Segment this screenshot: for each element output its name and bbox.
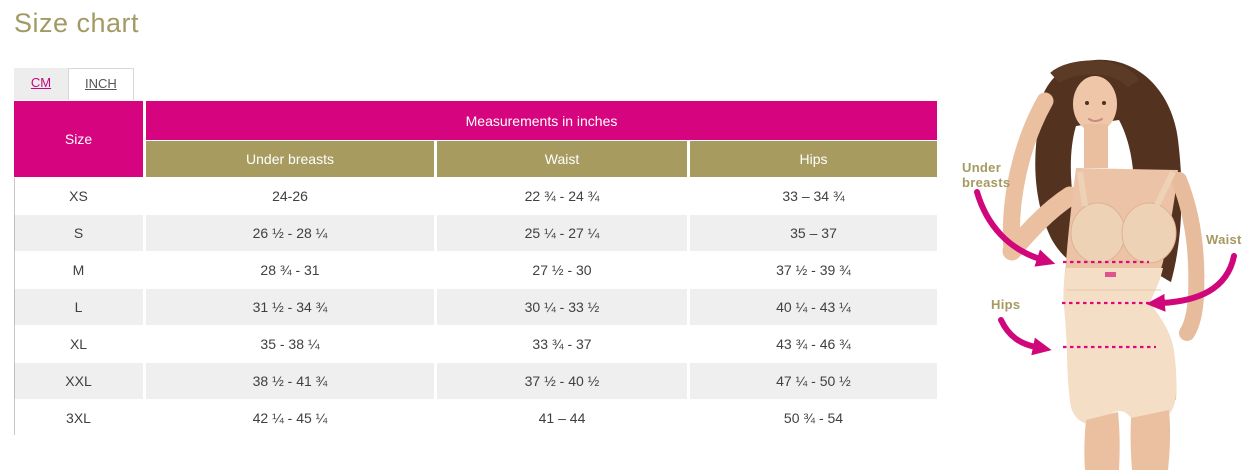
hips-cell: 47 ¼ - 50 ½ — [690, 363, 938, 399]
hips-cell: 37 ½ - 39 ¾ — [690, 252, 938, 288]
table-left-border — [14, 178, 15, 277]
unit-tabs: CM INCH — [14, 68, 134, 100]
size-cell: L — [14, 289, 143, 325]
size-cell: XS — [14, 178, 143, 214]
waist-cell: 37 ½ - 40 ½ — [437, 363, 687, 399]
hips-cell: 33 – 34 ¾ — [690, 178, 938, 214]
model-bra — [1070, 170, 1177, 264]
size-cell: XL — [14, 326, 143, 362]
waist-cell: 30 ¼ - 33 ½ — [437, 289, 687, 325]
tab-cm[interactable]: CM — [14, 68, 68, 100]
page-title: Size chart — [14, 8, 140, 38]
measurement-dotted-lines — [1062, 260, 1156, 349]
under-breasts-cell: 31 ½ - 34 ¾ — [146, 289, 434, 325]
size-cell: M — [14, 252, 143, 288]
measurement-figure: Under breasts Waist Hips — [935, 0, 1255, 472]
size-column-header: Size — [14, 101, 143, 177]
size-cell: XXL — [14, 363, 143, 399]
under-breasts-cell: 35 - 38 ¼ — [146, 326, 434, 362]
under-breasts-cell: 28 ¾ - 31 — [146, 252, 434, 288]
under-breasts-cell: 42 ¼ - 45 ¼ — [146, 400, 434, 436]
hips-arrow-icon — [998, 317, 1052, 356]
col-header-waist: Waist — [437, 141, 687, 177]
table-row: M 28 ¾ - 31 27 ½ - 30 37 ½ - 39 ¾ — [14, 252, 938, 288]
table-row: 3XL 42 ¼ - 45 ¼ 41 – 44 50 ¾ - 54 — [14, 400, 938, 436]
waist-cell: 25 ¼ - 27 ¼ — [437, 215, 687, 251]
hips-cell: 40 ¼ - 43 ¼ — [690, 289, 938, 325]
under-breasts-cell: 24-26 — [146, 178, 434, 214]
under-breasts-cell: 38 ½ - 41 ¾ — [146, 363, 434, 399]
table-row: XS 24-26 22 ¾ - 24 ¾ 33 – 34 ¾ — [14, 178, 938, 214]
table-row: S 26 ½ - 28 ¼ 25 ¼ - 27 ¼ 35 – 37 — [14, 215, 938, 251]
measurement-arrows — [974, 189, 1237, 356]
waist-cell: 33 ¾ - 37 — [437, 326, 687, 362]
size-cell: S — [14, 215, 143, 251]
hips-cell: 50 ¾ - 54 — [690, 400, 938, 436]
waist-arrow-icon — [1146, 253, 1237, 312]
size-cell: 3XL — [14, 400, 143, 436]
table-left-border — [14, 277, 15, 435]
under-breasts-label: Under breasts — [962, 160, 1011, 190]
under-breasts-arrow-icon — [974, 189, 1056, 267]
hips-cell: 43 ¾ - 46 ¾ — [690, 326, 938, 362]
waist-cell: 27 ½ - 30 — [437, 252, 687, 288]
waist-label: Waist — [1206, 232, 1242, 247]
hips-label: Hips — [991, 297, 1021, 312]
tab-inch[interactable]: INCH — [68, 68, 134, 100]
waist-cell: 41 – 44 — [437, 400, 687, 436]
size-table: Size Measurements in inches Under breast… — [11, 100, 940, 437]
model-legs — [1084, 410, 1171, 470]
model-face — [1050, 60, 1140, 168]
col-header-under-breasts: Under breasts — [146, 141, 434, 177]
col-header-hips: Hips — [690, 141, 938, 177]
model-illustration — [974, 59, 1237, 470]
measurements-group-header: Measurements in inches — [146, 101, 938, 140]
garment-tag — [1105, 272, 1116, 277]
table-row: L 31 ½ - 34 ¾ 30 ¼ - 33 ½ 40 ¼ - 43 ¼ — [14, 289, 938, 325]
under-breasts-cell: 26 ½ - 28 ¼ — [146, 215, 434, 251]
hips-cell: 35 – 37 — [690, 215, 938, 251]
table-row: XXL 38 ½ - 41 ¾ 37 ½ - 40 ½ 47 ¼ - 50 ½ — [14, 363, 938, 399]
waist-cell: 22 ¾ - 24 ¾ — [437, 178, 687, 214]
table-row: XL 35 - 38 ¼ 33 ¾ - 37 43 ¾ - 46 ¾ — [14, 326, 938, 362]
